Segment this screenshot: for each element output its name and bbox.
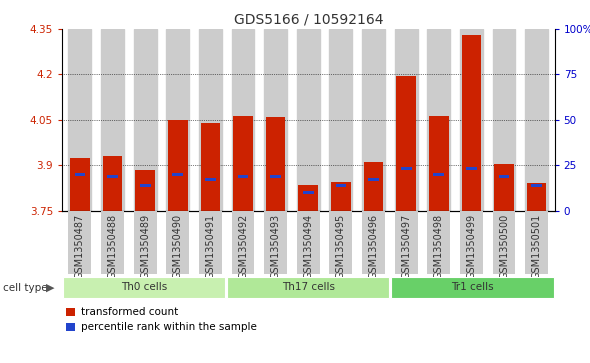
Bar	[494, 164, 514, 211]
Bar	[199, 29, 222, 211]
Bar	[297, 29, 320, 211]
Bar	[427, 29, 450, 211]
Bar	[329, 29, 352, 211]
Text: GSM1350490: GSM1350490	[173, 214, 183, 279]
FancyBboxPatch shape	[395, 211, 418, 274]
FancyBboxPatch shape	[329, 211, 352, 274]
Text: GSM1350498: GSM1350498	[434, 214, 444, 279]
Bar	[74, 173, 86, 176]
Text: GSM1350494: GSM1350494	[303, 214, 313, 279]
Bar	[134, 29, 156, 211]
FancyBboxPatch shape	[232, 211, 254, 274]
Text: GSM1350487: GSM1350487	[75, 214, 85, 279]
Bar	[460, 29, 483, 211]
Bar	[525, 29, 548, 211]
FancyBboxPatch shape	[199, 211, 222, 274]
Bar	[103, 156, 122, 211]
FancyBboxPatch shape	[297, 211, 320, 274]
Bar	[527, 183, 546, 211]
Text: GSM1350491: GSM1350491	[205, 214, 215, 279]
Bar	[331, 182, 350, 211]
FancyBboxPatch shape	[362, 211, 385, 274]
Bar	[499, 175, 509, 178]
Bar	[396, 76, 416, 211]
Bar	[264, 29, 287, 211]
FancyBboxPatch shape	[264, 211, 287, 274]
Bar	[434, 173, 444, 176]
Text: GSM1350492: GSM1350492	[238, 214, 248, 279]
Bar	[466, 167, 477, 170]
Text: Th17 cells: Th17 cells	[282, 282, 335, 292]
Bar	[166, 29, 189, 211]
Bar	[205, 178, 216, 181]
FancyBboxPatch shape	[525, 211, 548, 274]
Text: GSM1350497: GSM1350497	[401, 214, 411, 279]
FancyBboxPatch shape	[227, 277, 389, 298]
Legend: transformed count, percentile rank within the sample: transformed count, percentile rank withi…	[62, 303, 261, 337]
Text: GSM1350496: GSM1350496	[369, 214, 379, 279]
Bar	[140, 184, 150, 187]
Text: GSM1350489: GSM1350489	[140, 214, 150, 279]
Bar	[238, 175, 248, 178]
FancyBboxPatch shape	[493, 211, 516, 274]
Bar	[135, 170, 155, 211]
Bar	[429, 116, 448, 211]
Bar	[270, 175, 281, 178]
Bar	[299, 185, 318, 211]
FancyBboxPatch shape	[63, 277, 225, 298]
Bar	[362, 29, 385, 211]
Text: ▶: ▶	[46, 283, 54, 293]
Bar	[168, 121, 188, 211]
FancyBboxPatch shape	[391, 277, 553, 298]
Bar	[395, 29, 418, 211]
Text: Th0 cells: Th0 cells	[121, 282, 167, 292]
Bar	[461, 35, 481, 211]
Bar	[364, 162, 384, 211]
Bar	[368, 178, 379, 181]
Bar	[266, 117, 286, 211]
Bar	[101, 29, 124, 211]
Bar	[70, 158, 90, 211]
Bar	[172, 173, 183, 176]
Bar	[336, 184, 346, 187]
Bar	[232, 29, 254, 211]
Text: GSM1350499: GSM1350499	[467, 214, 476, 279]
FancyBboxPatch shape	[134, 211, 156, 274]
FancyBboxPatch shape	[460, 211, 483, 274]
Bar	[531, 184, 542, 187]
FancyBboxPatch shape	[68, 211, 91, 274]
Bar	[201, 123, 220, 211]
FancyBboxPatch shape	[166, 211, 189, 274]
Text: GSM1350488: GSM1350488	[107, 214, 117, 279]
Text: GSM1350493: GSM1350493	[271, 214, 281, 279]
Text: cell type: cell type	[3, 283, 48, 293]
Bar	[493, 29, 516, 211]
Text: GSM1350495: GSM1350495	[336, 214, 346, 279]
Bar	[303, 191, 314, 194]
FancyBboxPatch shape	[427, 211, 450, 274]
Bar	[401, 167, 412, 170]
Text: Tr1 cells: Tr1 cells	[451, 282, 494, 292]
Text: GSM1350501: GSM1350501	[532, 214, 542, 279]
Title: GDS5166 / 10592164: GDS5166 / 10592164	[234, 12, 383, 26]
Bar	[68, 29, 91, 211]
FancyBboxPatch shape	[101, 211, 124, 274]
Bar	[233, 116, 253, 211]
Text: GSM1350500: GSM1350500	[499, 214, 509, 279]
Bar	[107, 175, 118, 178]
